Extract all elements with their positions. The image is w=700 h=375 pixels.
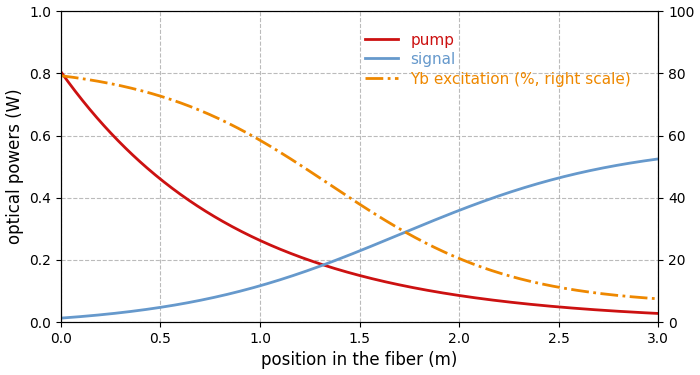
pump: [640, 310, 648, 315]
signal: [640, 159, 648, 163]
pump: [344, 270, 352, 274]
Yb excitation (%, right scale): [344, 195, 352, 199]
Yb excitation (%, right scale): [412, 236, 421, 240]
Y-axis label: optical powers (W): optical powers (W): [6, 89, 24, 244]
signal: [547, 178, 555, 182]
signal: [340, 255, 349, 259]
pump: [340, 269, 349, 274]
Yb excitation (%, right scale): [340, 192, 349, 196]
Yb excitation (%, right scale): [547, 284, 555, 288]
pump: [654, 311, 662, 316]
Yb excitation (%, right scale): [640, 296, 648, 300]
Line: pump: pump: [61, 72, 658, 314]
pump: [412, 286, 421, 291]
Yb excitation (%, right scale): [380, 217, 389, 222]
Line: Yb excitation (%, right scale): Yb excitation (%, right scale): [61, 76, 658, 299]
signal: [57, 316, 65, 320]
pump: [57, 69, 65, 74]
X-axis label: position in the fiber (m): position in the fiber (m): [261, 351, 458, 369]
signal: [412, 225, 421, 230]
signal: [654, 157, 662, 161]
Yb excitation (%, right scale): [654, 297, 662, 301]
Yb excitation (%, right scale): [57, 74, 65, 78]
pump: [380, 279, 389, 284]
signal: [344, 253, 352, 258]
signal: [380, 238, 389, 243]
pump: [547, 304, 555, 309]
Legend: pump, signal, Yb excitation (%, right scale): pump, signal, Yb excitation (%, right sc…: [357, 25, 639, 94]
Line: signal: signal: [61, 159, 658, 318]
